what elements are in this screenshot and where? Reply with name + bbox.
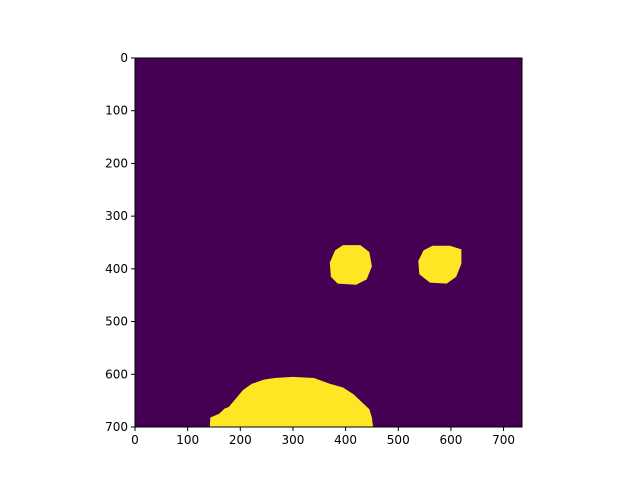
y-tick-label: 200 <box>105 156 128 170</box>
x-tick-label: 700 <box>492 433 515 447</box>
y-axis: 0 100 200 300 400 500 600 700 <box>105 51 135 434</box>
y-tick-label: 700 <box>105 420 128 434</box>
x-tick-label: 100 <box>176 433 199 447</box>
x-axis: 0 100 200 300 400 500 600 700 <box>131 427 515 447</box>
y-tick-label: 400 <box>105 262 128 276</box>
x-tick-label: 0 <box>131 433 139 447</box>
blob-bottom <box>209 376 373 427</box>
y-tick-label: 500 <box>105 315 128 329</box>
foreground-regions <box>209 245 462 427</box>
axes-frame <box>134 57 523 428</box>
x-tick-label: 600 <box>439 433 462 447</box>
x-tick-label: 500 <box>387 433 410 447</box>
blob-right-eye <box>418 245 462 284</box>
image-background <box>135 58 522 427</box>
x-tick-label: 300 <box>282 433 305 447</box>
y-tick-label: 0 <box>120 51 128 65</box>
x-tick-label: 400 <box>334 433 357 447</box>
blob-left-eye <box>329 245 372 285</box>
y-tick-label: 100 <box>105 104 128 118</box>
y-tick-label: 300 <box>105 209 128 223</box>
y-tick-label: 600 <box>105 367 128 381</box>
x-tick-label: 200 <box>229 433 252 447</box>
